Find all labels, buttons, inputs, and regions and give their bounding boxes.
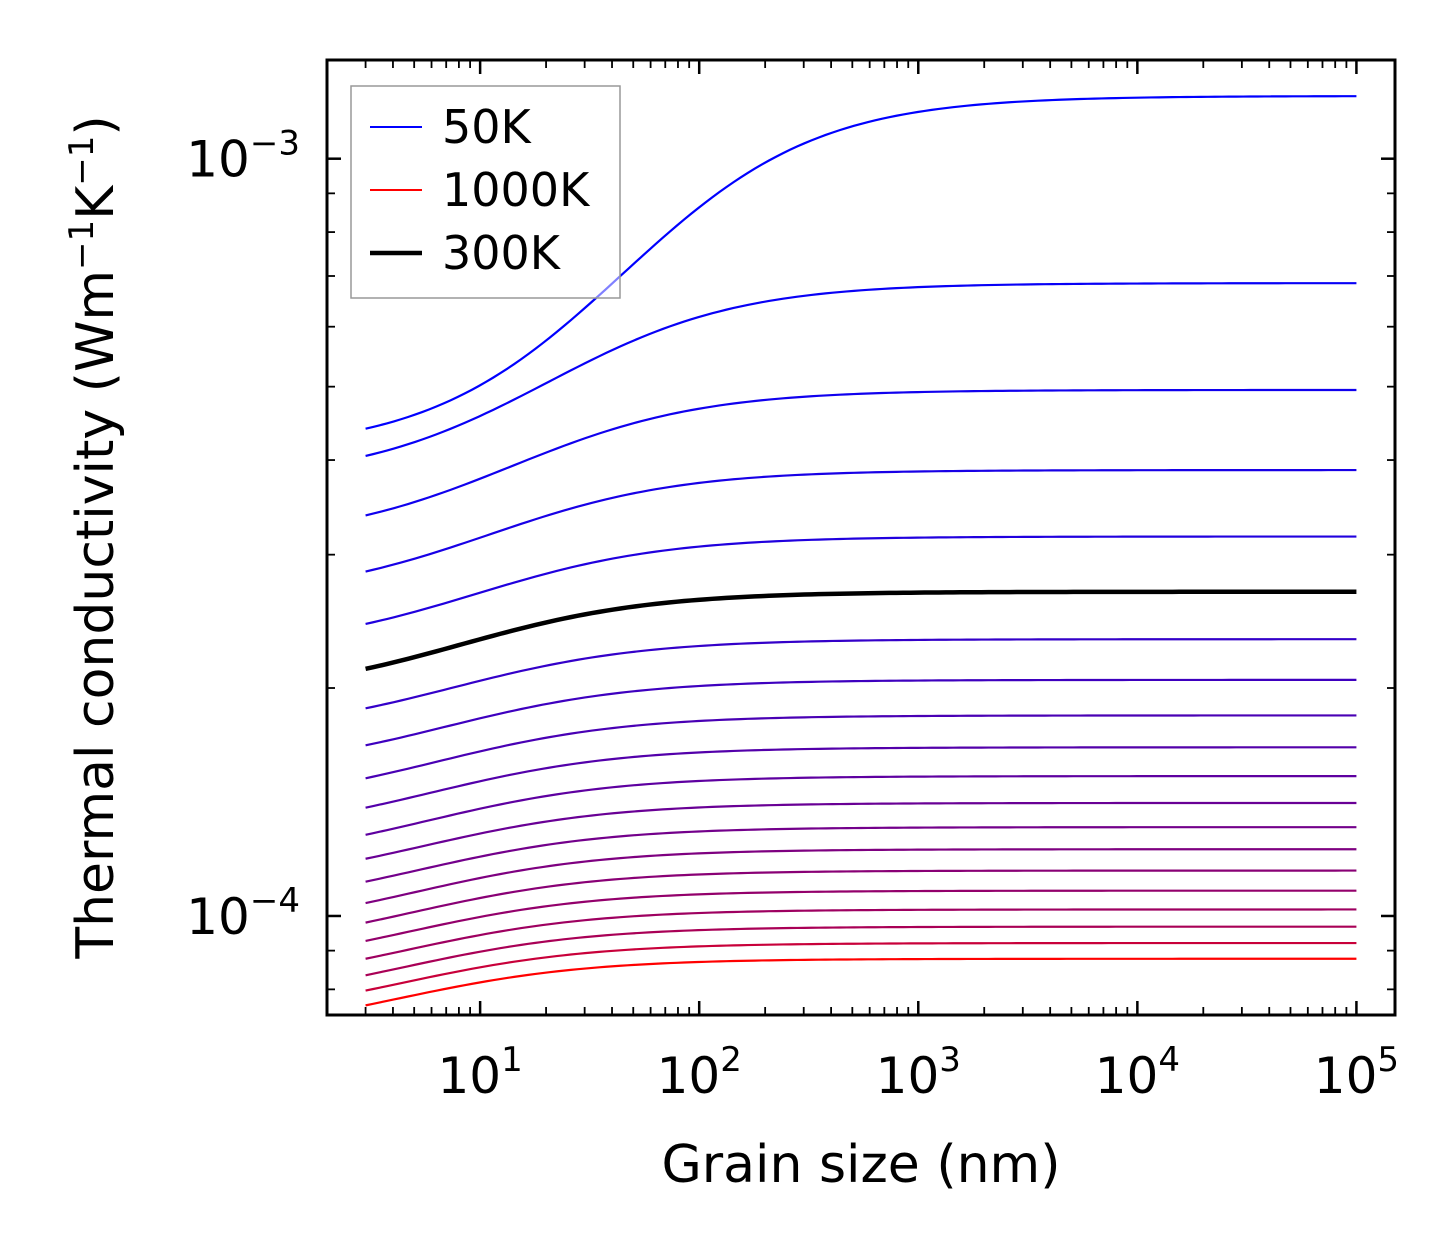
series-line-300k [365, 589, 1357, 672]
series-layer [365, 95, 1357, 1007]
series-line-950k [365, 941, 1357, 992]
y-tick-base: 10 [186, 888, 250, 946]
series-line-350k [365, 638, 1357, 710]
legend-label-1000k: 1000K [442, 163, 591, 217]
y-axis-label-close: ) [66, 115, 126, 135]
series-line-900k [365, 925, 1357, 977]
series-line-250k [365, 535, 1357, 626]
y-axis-label: Thermal conductivity (Wm−1K−1) [62, 115, 126, 959]
series-line-400k [365, 678, 1357, 747]
y-axis-label-exp1: −1 [62, 220, 102, 270]
series-line-600k [365, 801, 1357, 860]
x-tick-base: 10 [437, 1047, 501, 1105]
y-tick-label: 10−3 [186, 124, 300, 189]
x-tick-base: 10 [657, 1047, 721, 1105]
series-line-800k [365, 889, 1357, 942]
y-tick-exp: −3 [250, 124, 300, 164]
x-tick-label: 101 [437, 1040, 522, 1105]
x-tick-label: 102 [657, 1040, 742, 1105]
series-line-150k [365, 388, 1357, 517]
x-tick-label: 104 [1095, 1040, 1180, 1105]
series-line-650k [365, 826, 1357, 883]
x-tick-base: 10 [1314, 1047, 1378, 1105]
series-line-750k [365, 869, 1357, 924]
x-tick-exp: 5 [1377, 1040, 1399, 1080]
y-tick-exp: −4 [250, 881, 300, 921]
y-axis-label-main: Thermal conductivity (Wm [66, 270, 126, 960]
legend-label-300k: 300K [442, 226, 562, 280]
series-line-700k [365, 848, 1357, 905]
legend: 50K 1000K 300K [350, 85, 621, 299]
series-line-50k [365, 95, 1357, 430]
series-line-100k [365, 282, 1357, 458]
y-tick-base: 10 [186, 131, 250, 189]
plot-frame [325, 58, 1397, 1017]
x-tick-label: 105 [1314, 1040, 1399, 1105]
x-tick-exp: 1 [501, 1040, 523, 1080]
legend-label-50k: 50K [442, 100, 533, 154]
y-axis-label-mid: K [66, 184, 126, 220]
series-line-550k [365, 775, 1357, 836]
y-tick-label: 10−4 [186, 881, 300, 946]
x-axis-label: Grain size (nm) [661, 1135, 1060, 1195]
x-tick-label: 103 [876, 1040, 961, 1105]
series-line-500k [365, 746, 1357, 809]
y-axis-label-exp2: −1 [62, 136, 102, 186]
x-tick-exp: 3 [939, 1040, 961, 1080]
x-tick-base: 10 [1095, 1047, 1159, 1105]
x-tick-exp: 4 [1158, 1040, 1180, 1080]
legend-box [350, 85, 621, 299]
series-line-200k [365, 468, 1357, 573]
series-line-1000k [365, 957, 1357, 1007]
x-tick-base: 10 [876, 1047, 940, 1105]
series-line-450k [365, 714, 1357, 780]
series-line-850k [365, 908, 1357, 960]
x-tick-exp: 2 [720, 1040, 742, 1080]
